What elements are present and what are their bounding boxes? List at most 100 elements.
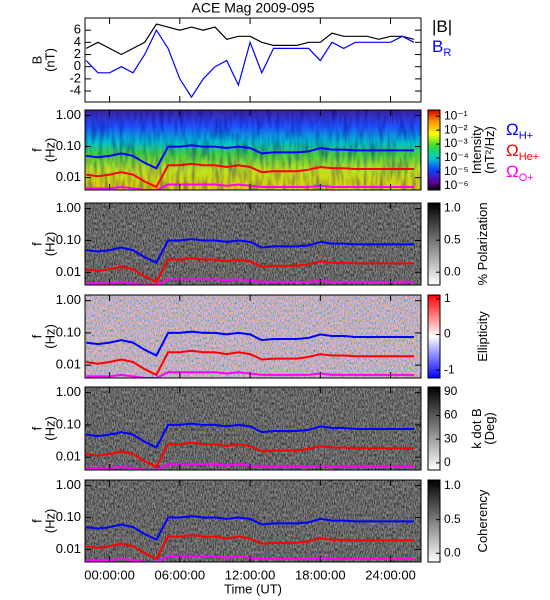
y-tick-label: 6 bbox=[74, 22, 81, 37]
colorbar-tick-label: 10⁻⁵ bbox=[444, 164, 469, 178]
y-tick-label: 1.00 bbox=[56, 292, 81, 307]
colorbar bbox=[427, 109, 441, 191]
panel bbox=[85, 23, 415, 99]
colorbar-tick-label: 0.0 bbox=[444, 264, 461, 278]
series-line bbox=[85, 23, 415, 56]
y-axis-label-line: (Hz) bbox=[43, 416, 58, 441]
legend-entry: ΩHe+ bbox=[506, 141, 539, 162]
y-axis-label: B(nT) bbox=[30, 48, 58, 72]
y-axis-label: f(Hz) bbox=[30, 138, 58, 163]
panel bbox=[85, 295, 421, 378]
x-tick-label: 06:00:00 bbox=[155, 567, 206, 582]
colorbar-tick-label: 1 bbox=[444, 291, 451, 305]
panel bbox=[85, 203, 421, 285]
colorbar-label-line: % Polarization bbox=[475, 202, 490, 285]
axes-frame bbox=[84, 479, 422, 563]
colorbar-tick-label: 1.0 bbox=[444, 200, 461, 214]
gyrofrequency-line bbox=[86, 422, 414, 449]
colorbar bbox=[427, 479, 441, 563]
y-tick-label: 0.01 bbox=[56, 264, 81, 279]
gyrofrequency-line bbox=[86, 441, 414, 469]
gyrofrequency-line bbox=[86, 534, 414, 561]
y-axis-label-line: B bbox=[30, 56, 45, 65]
gyrofrequency-line bbox=[86, 257, 414, 284]
colorbar-label-line: Ellipticity bbox=[475, 311, 490, 362]
legend-name: Ω bbox=[506, 141, 519, 160]
legend-subscript: He+ bbox=[519, 151, 540, 163]
panel bbox=[85, 387, 421, 470]
y-axis-label: f(Hz) bbox=[30, 324, 58, 349]
colorbar-label-line: Coherency bbox=[475, 489, 490, 552]
y-axis-label-line: (Hz) bbox=[43, 138, 58, 163]
gyrofrequency-line bbox=[86, 515, 414, 542]
legend-subscript: R bbox=[443, 47, 451, 59]
legend-subscript: H+ bbox=[519, 130, 533, 142]
y-tick-label: 0 bbox=[74, 58, 81, 73]
colorbar-tick-label: 90 bbox=[444, 384, 458, 398]
y-axis-label-line: f bbox=[30, 148, 45, 152]
legend-subscript: O+ bbox=[519, 172, 534, 184]
legend-entry: ΩH+ bbox=[506, 120, 533, 141]
y-tick-label: 0.10 bbox=[56, 416, 81, 431]
y-tick-label: 0.10 bbox=[56, 509, 81, 524]
gyrofrequency-line bbox=[86, 162, 414, 189]
colorbar-tick-label: 1.0 bbox=[444, 478, 461, 492]
colorbar-label: Coherency bbox=[475, 489, 490, 552]
legend-name: Ω bbox=[506, 162, 519, 181]
panel bbox=[85, 110, 421, 190]
gyrofrequency-line bbox=[86, 330, 414, 357]
colorbar-tick-label: 10⁻⁶ bbox=[444, 178, 469, 192]
colorbar-label: Ellipticity bbox=[475, 311, 490, 362]
chart-title: ACE Mag 2009-095 bbox=[192, 0, 315, 16]
y-tick-label: -4 bbox=[69, 82, 81, 97]
colorbar-tick-label: 0 bbox=[444, 455, 451, 469]
y-tick-label: 1.00 bbox=[56, 384, 81, 399]
y-axis-label: f(Hz) bbox=[30, 509, 58, 534]
y-axis-label-line: (Hz) bbox=[43, 324, 58, 349]
y-axis-label-line: (nT) bbox=[43, 48, 58, 72]
colorbar-label: Intensity(nT²/Hz) bbox=[469, 125, 497, 174]
x-tick-label: 12:00:00 bbox=[225, 567, 276, 582]
axes-frame bbox=[84, 202, 422, 286]
axes-frame bbox=[84, 294, 422, 379]
y-tick-label: 0.01 bbox=[56, 449, 81, 464]
y-axis-label-line: f bbox=[30, 334, 45, 338]
y-tick-label: 1.00 bbox=[56, 107, 81, 122]
y-axis-label: f(Hz) bbox=[30, 416, 58, 441]
colorbar-tick-label: 0.5 bbox=[444, 512, 461, 526]
colorbar-label: % Polarization bbox=[475, 202, 490, 285]
panel bbox=[85, 480, 421, 562]
colorbar-label: k dot B(Deg) bbox=[469, 408, 497, 448]
y-tick-label: 0.10 bbox=[56, 324, 81, 339]
axes-frame bbox=[84, 17, 422, 103]
colorbar-tick-label: 10⁻¹ bbox=[444, 108, 468, 122]
x-axis-label: Time (UT) bbox=[224, 581, 282, 596]
colorbar-tick-label: -1 bbox=[444, 362, 455, 376]
y-tick-label: 0.01 bbox=[56, 357, 81, 372]
gyrofrequency-line bbox=[86, 144, 414, 170]
legend-entry: ΩO+ bbox=[506, 162, 534, 183]
y-axis-label-line: (Hz) bbox=[43, 509, 58, 534]
y-tick-label: 0.01 bbox=[56, 541, 81, 556]
axes-frame bbox=[84, 109, 422, 191]
y-tick-label: 1.00 bbox=[56, 200, 81, 215]
colorbar-tick-label: 60 bbox=[444, 408, 458, 422]
axes-frame bbox=[84, 386, 422, 471]
y-tick-label: 0.10 bbox=[56, 138, 81, 153]
legend-entry: BR bbox=[432, 37, 451, 58]
colorbar-tick-label: 10⁻² bbox=[444, 122, 468, 136]
colorbar-tick-label: 0 bbox=[444, 327, 451, 341]
legend-entry: |B| bbox=[432, 17, 452, 36]
gyrofrequency-line bbox=[86, 349, 414, 377]
colorbar-label-line: (nT²/Hz) bbox=[482, 126, 497, 174]
colorbar-tick-label: 10⁻⁴ bbox=[444, 150, 469, 164]
y-tick-label: 4 bbox=[74, 34, 81, 49]
y-tick-label: 0.01 bbox=[56, 169, 81, 184]
x-tick-label: 18:00:00 bbox=[295, 567, 346, 582]
x-tick-label: 24:00:00 bbox=[365, 567, 416, 582]
colorbar-tick-label: 10⁻³ bbox=[444, 136, 468, 150]
y-axis-label-line: (Hz) bbox=[43, 232, 58, 257]
y-axis-label: f(Hz) bbox=[30, 232, 58, 257]
x-tick-label: 00:00:00 bbox=[84, 567, 135, 582]
